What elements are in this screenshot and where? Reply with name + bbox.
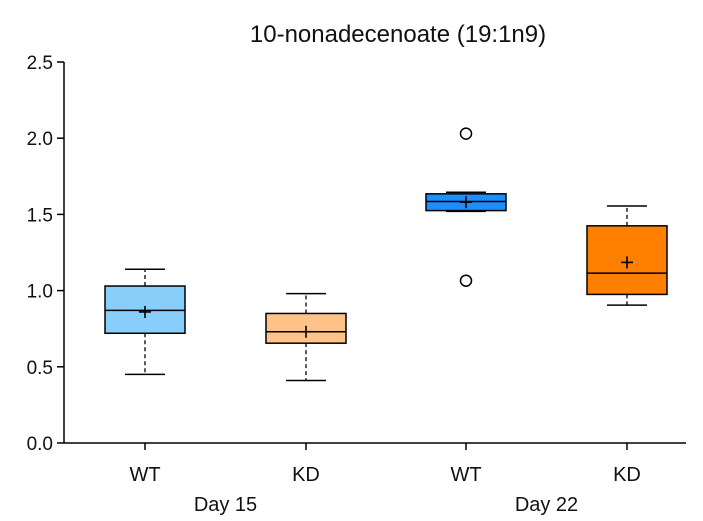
chart-title: 10-nonadecenoate (19:1n9) xyxy=(250,21,546,48)
y-tick-label: 2.5 xyxy=(27,53,53,74)
category-labels: WT KD WT KD Day 15 Day 22 xyxy=(129,464,640,516)
box-1 xyxy=(104,268,186,376)
outlier-point xyxy=(459,274,473,287)
box-3 xyxy=(425,127,507,287)
outlier-point xyxy=(459,127,473,140)
box-iqr xyxy=(586,225,668,296)
y-tick-label: 0.0 xyxy=(27,434,53,455)
x-group-label: Day 22 xyxy=(515,494,578,516)
x-category-label: WT xyxy=(129,464,160,486)
axes: 0.0 0.5 1.0 1.5 2.0 2.5 xyxy=(27,53,686,455)
y-tick-label: 2.0 xyxy=(27,129,53,150)
y-tick-label: 1.5 xyxy=(27,205,53,226)
y-tick-label: 0.5 xyxy=(27,358,53,379)
x-category-label: KD xyxy=(292,464,320,486)
x-category-label: KD xyxy=(613,464,641,486)
x-category-label: WT xyxy=(450,464,481,486)
box-series xyxy=(104,127,668,382)
x-group-label: Day 15 xyxy=(194,494,257,516)
box-2 xyxy=(265,292,347,382)
box-4 xyxy=(586,205,668,306)
y-tick-label: 1.0 xyxy=(27,282,53,303)
